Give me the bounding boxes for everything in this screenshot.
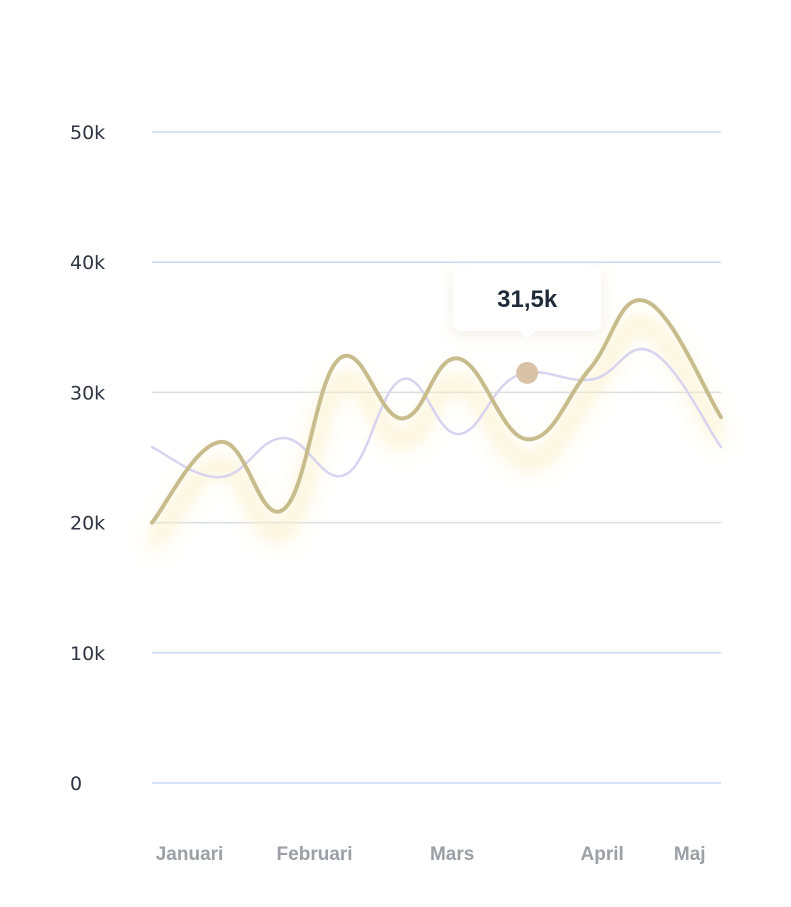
series-line-secondary <box>150 347 723 479</box>
x-axis: Januari Februari Mars April Maj <box>156 844 706 865</box>
x-tick-label: Februari <box>277 844 353 865</box>
y-tick-label: 50k <box>70 122 105 144</box>
tooltip-arrow <box>519 330 536 339</box>
y-tick-label: 10k <box>70 643 105 665</box>
tooltip: 31,5k <box>453 264 602 384</box>
series-line-primary <box>150 298 723 525</box>
y-tick-label: 20k <box>70 513 105 535</box>
x-tick-label: April <box>581 844 624 865</box>
x-tick-label: Maj <box>674 844 706 865</box>
series-layer <box>145 298 728 552</box>
y-tick-label: 0 <box>70 773 82 795</box>
y-tick-label: 40k <box>70 252 105 274</box>
x-tick-label: Januari <box>156 844 224 865</box>
series-glow <box>145 315 728 552</box>
tooltip-value: 31,5k <box>497 286 558 313</box>
x-tick-label: Mars <box>430 844 474 865</box>
highlight-point <box>516 361 539 384</box>
y-tick-label: 30k <box>70 382 105 404</box>
grid-lines <box>152 131 721 784</box>
tooltip-box <box>453 264 602 331</box>
y-axis: 0 10k 20k 30k 40k 50k <box>70 122 105 795</box>
